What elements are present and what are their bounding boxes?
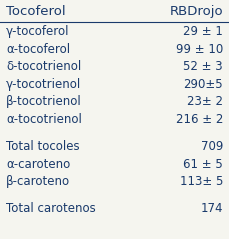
Text: β-caroteno: β-caroteno xyxy=(6,175,70,188)
Text: 61 ± 5: 61 ± 5 xyxy=(183,158,223,170)
Text: 174: 174 xyxy=(201,202,223,216)
Text: 709: 709 xyxy=(201,140,223,153)
Text: γ-tocoferol: γ-tocoferol xyxy=(6,25,69,38)
Text: δ-tocotrienol: δ-tocotrienol xyxy=(6,60,81,73)
Text: 29 ± 1: 29 ± 1 xyxy=(183,25,223,38)
Text: Total tocoles: Total tocoles xyxy=(6,140,80,153)
Text: β-tocotrienol: β-tocotrienol xyxy=(6,95,82,108)
Text: 99 ± 10: 99 ± 10 xyxy=(176,43,223,55)
Text: 52 ± 3: 52 ± 3 xyxy=(183,60,223,73)
Text: γ-tocotrienol: γ-tocotrienol xyxy=(6,77,81,91)
Text: 113± 5: 113± 5 xyxy=(180,175,223,188)
Text: RBDrojo: RBDrojo xyxy=(169,5,223,18)
Text: Tocoferol: Tocoferol xyxy=(6,5,66,18)
Text: α-tocotrienol: α-tocotrienol xyxy=(6,113,82,125)
Text: α-caroteno: α-caroteno xyxy=(6,158,70,170)
Text: 216 ± 2: 216 ± 2 xyxy=(176,113,223,125)
Text: 23± 2: 23± 2 xyxy=(187,95,223,108)
Text: Total carotenos: Total carotenos xyxy=(6,202,96,216)
Text: 290±5: 290±5 xyxy=(183,77,223,91)
Text: α-tocoferol: α-tocoferol xyxy=(6,43,70,55)
